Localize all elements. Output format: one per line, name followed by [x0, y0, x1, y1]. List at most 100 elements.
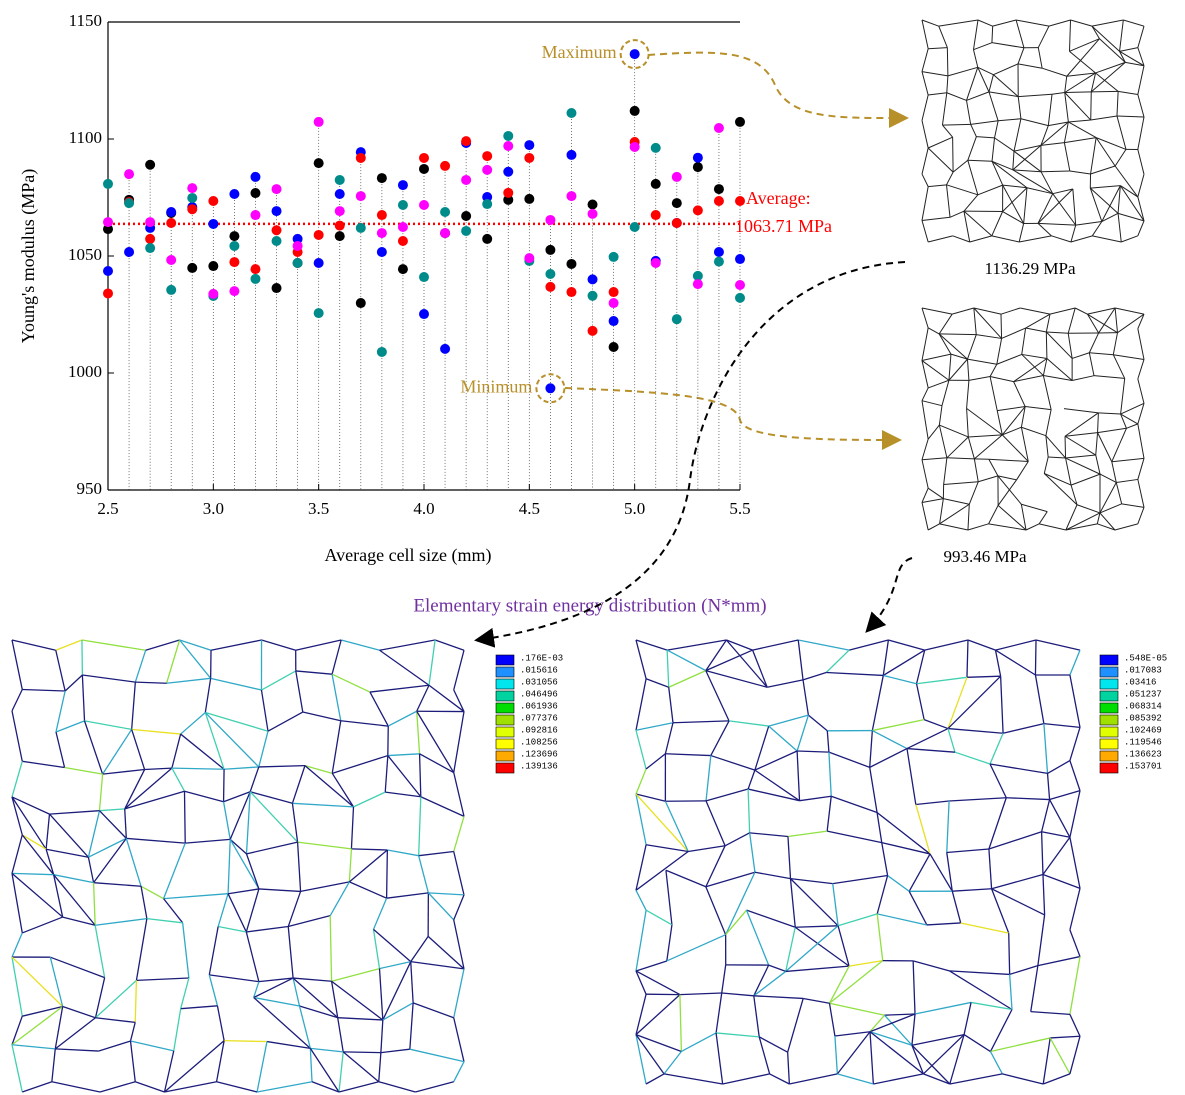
y-axis-label: Young's modulus (MPa) [18, 169, 39, 343]
mesh-edge [916, 801, 949, 805]
point [630, 142, 640, 152]
mesh-edge [99, 809, 124, 811]
mesh-edge [706, 872, 755, 887]
mesh-edge [946, 172, 953, 185]
mesh-edge [1138, 359, 1144, 378]
mesh-edge [922, 488, 928, 502]
mesh-edge [976, 137, 994, 138]
mesh-edge [636, 971, 680, 995]
mesh-edge [928, 48, 947, 49]
mesh-edge [224, 1041, 267, 1042]
mesh-edge [907, 749, 916, 805]
mesh-edge [82, 640, 146, 650]
mesh-edge [942, 93, 946, 125]
mesh-edge [1018, 48, 1024, 64]
mesh-edge [164, 843, 186, 899]
mesh-edge [63, 1007, 96, 1018]
mesh-edge [351, 849, 387, 850]
mesh-edge [990, 364, 997, 376]
mesh-edge [298, 842, 352, 849]
annotation: Maximum [542, 42, 617, 62]
point [482, 234, 492, 244]
mesh-edge [1096, 433, 1098, 455]
mesh-edge [922, 49, 928, 72]
mesh-edge [65, 768, 103, 775]
mesh-edge [788, 831, 827, 836]
mesh-edge [1065, 76, 1067, 92]
mesh-edge [1014, 151, 1041, 172]
mesh-edge [967, 335, 976, 359]
mesh-edge [947, 801, 949, 853]
mesh-edge [1138, 94, 1144, 116]
mesh-edge [928, 236, 953, 242]
mesh-edge [1048, 761, 1070, 774]
mesh-edge [1098, 413, 1099, 433]
mesh-edge [990, 733, 1003, 764]
mesh-edge [1115, 308, 1144, 314]
point [166, 218, 176, 228]
mesh-edge [22, 1082, 52, 1092]
mesh-edge [22, 917, 62, 933]
mesh-edge [55, 1018, 95, 1049]
mesh-edge [922, 187, 928, 221]
mesh-edge [646, 754, 665, 769]
mesh-edge [1073, 189, 1076, 225]
mesh-edge [246, 932, 259, 982]
legend-label: .031056 [520, 677, 558, 687]
mesh-edge [1070, 791, 1080, 838]
mesh-edge [49, 811, 99, 814]
mesh-edge [1115, 524, 1138, 530]
x-tick-label: 2.5 [97, 499, 118, 518]
mesh-edge [419, 797, 421, 856]
mesh-edge [928, 185, 946, 187]
point [609, 342, 619, 352]
mesh-edge [1044, 457, 1048, 473]
mesh-edge [666, 870, 672, 925]
mesh-edge [706, 887, 726, 935]
mesh-edge [870, 1014, 915, 1032]
point [440, 344, 450, 354]
mesh-edge [332, 721, 341, 774]
point [208, 289, 218, 299]
point [229, 286, 239, 296]
point [187, 183, 197, 193]
mesh-edge [339, 1082, 379, 1092]
mesh-edge [680, 995, 681, 1052]
point [419, 153, 429, 163]
x-tick-label: 4.5 [519, 499, 540, 518]
mesh-edge [947, 458, 974, 459]
mesh-edge [716, 993, 722, 1033]
mesh-edge [387, 850, 418, 856]
mesh-edge [1002, 1074, 1043, 1084]
legend-swatch [496, 691, 514, 701]
mesh-edge [419, 856, 429, 893]
mesh-edge [971, 121, 998, 125]
legend-swatch [1100, 739, 1118, 749]
mesh-edge [1070, 888, 1080, 929]
mesh-edge [1038, 957, 1080, 966]
legend-label: .015616 [520, 665, 558, 675]
legend-label: .046496 [520, 689, 558, 699]
mesh-edge [754, 996, 803, 999]
mesh-edge [942, 380, 949, 405]
point [440, 207, 450, 217]
mesh-edge [135, 650, 145, 682]
mesh-edge [769, 965, 786, 971]
mesh-edge [454, 712, 464, 773]
mesh-edge [681, 1033, 716, 1052]
mesh-edge [1138, 507, 1144, 523]
mesh-edge [1014, 119, 1021, 151]
mesh-edge [928, 380, 949, 388]
mesh-edge [1091, 138, 1097, 174]
mesh-edge [1001, 676, 1003, 733]
mesh-edge [928, 524, 939, 530]
mesh-edge [939, 26, 948, 47]
point [145, 217, 155, 227]
mesh-edge [883, 640, 888, 675]
mesh-edge [939, 425, 947, 458]
mesh-edge [1071, 236, 1092, 242]
mesh-edge [218, 894, 228, 927]
mesh-edge [1066, 505, 1077, 530]
mesh-edge [12, 690, 22, 711]
mesh-edge [723, 1074, 770, 1084]
